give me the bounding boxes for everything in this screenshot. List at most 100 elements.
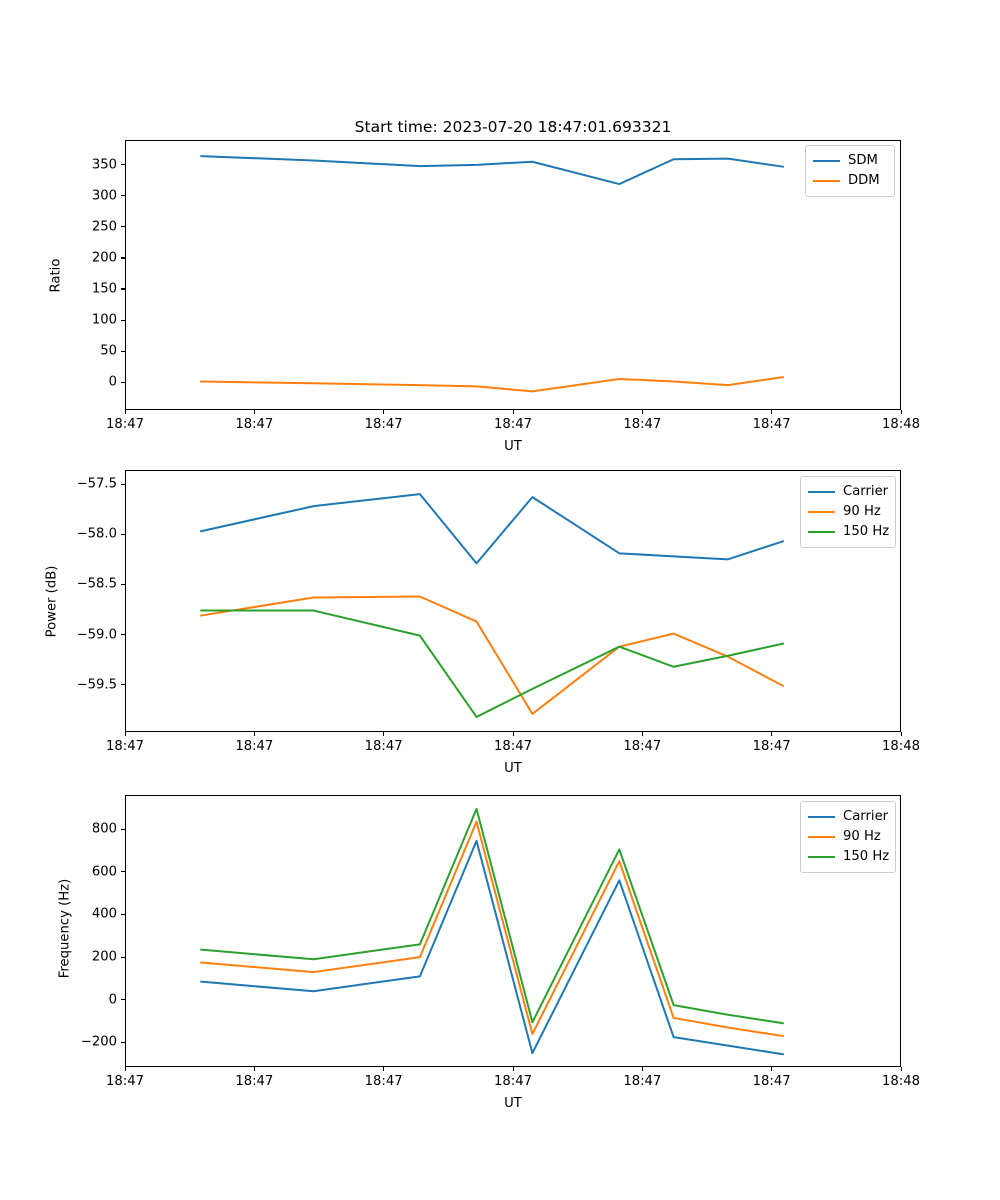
y-tick-mark — [120, 164, 125, 166]
data-line-sdm — [200, 155, 785, 186]
x-tick-label: 18:47 — [752, 417, 791, 432]
y-tick-mark — [120, 956, 125, 958]
legend-swatch-icon — [808, 835, 835, 839]
y-tick-label: 200 — [91, 250, 117, 266]
y-tick-label: −57.5 — [76, 476, 117, 492]
y-tick-label: 400 — [91, 906, 117, 922]
axes-frame-power — [125, 470, 901, 732]
x-tick-label: 18:47 — [493, 417, 533, 432]
x-tick-mark — [253, 1067, 255, 1072]
y-tick-label: 300 — [91, 188, 117, 204]
x-tick-mark — [383, 1067, 385, 1072]
x-tick-label: 18:47 — [623, 417, 662, 432]
legend-entry-150-hz[interactable]: 150 Hz — [808, 847, 890, 867]
y-tick-label: −58.5 — [76, 576, 117, 592]
legend-label: SDM — [848, 153, 878, 169]
x-axis-label-frequency: UT — [504, 1096, 522, 1111]
y-axis-label-power: Power (dB) — [44, 565, 60, 638]
y-tick-label: 100 — [91, 312, 117, 328]
legend-entry-carrier[interactable]: Carrier — [808, 482, 888, 502]
x-tick-mark — [512, 732, 514, 737]
x-tick-label: 18:47 — [235, 739, 274, 754]
x-tick-label: 18:47 — [364, 739, 403, 754]
x-tick-label: 18:47 — [623, 739, 662, 754]
legend-frequency[interactable]: Carrier 90 Hz 150 Hz — [800, 801, 896, 873]
y-tick-label: 800 — [91, 821, 117, 837]
x-tick-label: 18:47 — [493, 1074, 533, 1089]
legend-entry-90-hz[interactable]: 90 Hz — [808, 502, 888, 522]
y-tick-label: 150 — [91, 281, 117, 297]
x-tick-mark — [512, 1067, 514, 1072]
legend-label: Carrier — [843, 809, 889, 825]
legend-label: 90 Hz — [843, 504, 881, 520]
y-tick-mark — [120, 257, 125, 259]
x-tick-mark — [124, 732, 126, 737]
y-tick-mark — [120, 288, 125, 290]
y-tick-label: 200 — [91, 949, 117, 965]
data-line-carrier — [200, 493, 785, 565]
legend-swatch-icon — [808, 510, 835, 514]
legend-entry-150-hz[interactable]: 150 Hz — [808, 522, 890, 542]
y-axis-label-frequency: Frequency (Hz) — [57, 878, 73, 979]
x-tick-label: 18:47 — [493, 739, 533, 754]
x-tick-label: 18:47 — [105, 417, 145, 432]
x-tick-mark — [253, 410, 255, 415]
x-tick-label: 18:47 — [752, 1074, 791, 1089]
legend-entry-ddm[interactable]: DDM — [813, 171, 887, 191]
y-tick-label: 0 — [108, 374, 117, 390]
x-tick-label: 18:48 — [881, 417, 921, 432]
legend-swatch-icon — [808, 530, 835, 534]
x-tick-label: 18:48 — [881, 739, 921, 754]
legend-ratio[interactable]: SDM DDM — [805, 145, 895, 197]
x-tick-label: 18:47 — [235, 417, 274, 432]
legend-entry-sdm[interactable]: SDM — [813, 151, 887, 171]
x-tick-mark — [900, 410, 902, 415]
legend-swatch-icon — [813, 179, 840, 183]
y-tick-mark — [120, 226, 125, 228]
chart-title: Start time: 2023-07-20 18:47:01.693321 — [354, 118, 672, 136]
x-tick-label: 18:47 — [105, 739, 145, 754]
x-tick-mark — [253, 732, 255, 737]
legend-entry-carrier[interactable]: Carrier — [808, 807, 888, 827]
y-tick-mark — [120, 999, 125, 1001]
y-tick-mark — [120, 350, 125, 352]
y-tick-mark — [120, 583, 125, 586]
plot-lines-power — [200, 493, 785, 718]
x-tick-mark — [641, 1067, 643, 1072]
y-tick-label: 0 — [108, 992, 117, 1008]
legend-label: Carrier — [843, 484, 889, 500]
y-tick-mark — [120, 381, 125, 383]
x-tick-mark — [512, 410, 514, 415]
legend-swatch-icon — [808, 855, 835, 859]
plot-lines-frequency — [200, 807, 785, 1056]
y-tick-mark — [120, 871, 125, 873]
y-tick-mark — [120, 828, 125, 830]
y-tick-mark — [120, 319, 125, 321]
y-tick-label: 600 — [91, 864, 117, 880]
subplot-frequency — [125, 795, 901, 1067]
subplot-power — [125, 470, 901, 732]
data-line-carrier — [200, 839, 785, 1056]
x-tick-mark — [641, 410, 643, 415]
data-line-90-hz — [200, 820, 785, 1038]
y-tick-label: −58.0 — [76, 526, 117, 542]
x-tick-mark — [900, 1067, 902, 1072]
data-line-150-hz — [200, 609, 785, 718]
axes-frame-ratio — [125, 140, 901, 410]
data-line-150-hz — [200, 807, 785, 1025]
legend-label: 90 Hz — [843, 829, 881, 845]
legend-label: 150 Hz — [843, 524, 890, 540]
legend-label: 150 Hz — [843, 849, 890, 865]
legend-entry-90-hz[interactable]: 90 Hz — [808, 827, 888, 847]
x-tick-mark — [383, 410, 385, 415]
y-tick-mark — [120, 483, 125, 485]
legend-power[interactable]: Carrier 90 Hz 150 Hz — [800, 476, 896, 548]
x-tick-mark — [124, 1067, 126, 1072]
x-axis-label-power: UT — [504, 761, 522, 776]
plot-lines-ratio — [200, 155, 785, 393]
x-tick-label: 18:47 — [235, 1074, 274, 1089]
y-tick-label: 350 — [91, 157, 117, 173]
x-tick-mark — [383, 732, 385, 737]
x-tick-label: 18:47 — [105, 1074, 145, 1089]
